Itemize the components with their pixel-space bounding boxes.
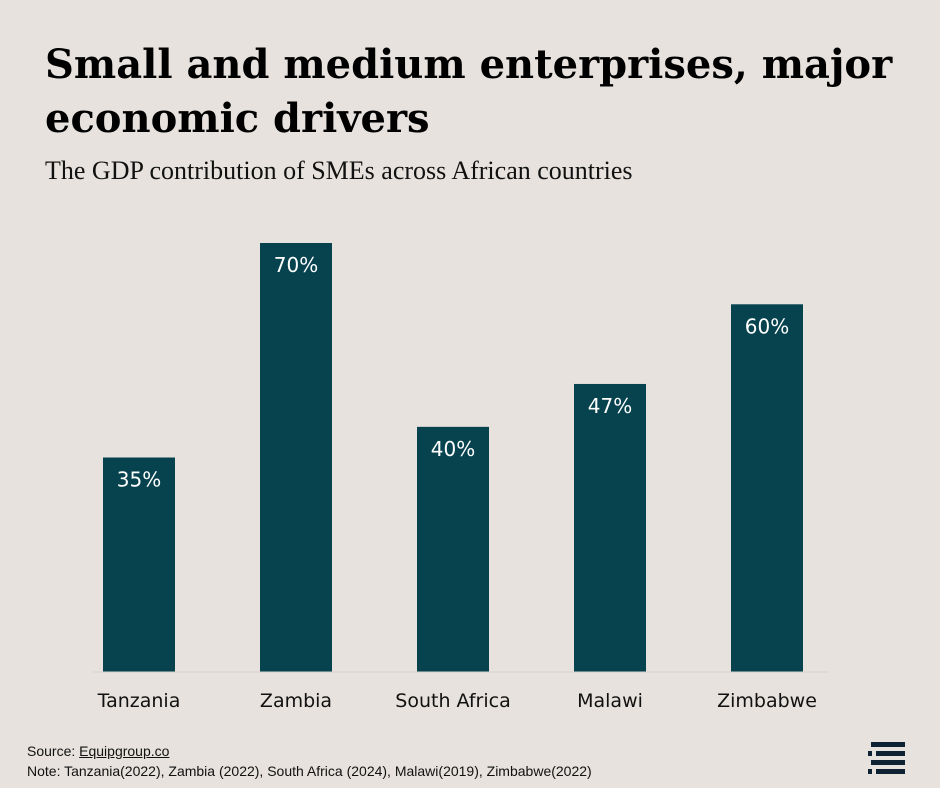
- chart-title: Small and medium enterprises, major econ…: [45, 41, 893, 142]
- bar-value-label: 70%: [274, 253, 318, 277]
- labels-layer: 35% Tanzania 70% Zambia 40% South Africa 47% Ma…: [97, 253, 817, 712]
- bar-malawi: [574, 383, 646, 672]
- bar-value-label: 60%: [745, 314, 789, 338]
- equip-logo-icon: [868, 742, 905, 774]
- category-label: Zambia: [260, 690, 332, 712]
- bar-value-label: 47%: [588, 394, 632, 418]
- bar-zimbabwe: [731, 304, 803, 672]
- category-label: Tanzania: [97, 690, 181, 712]
- chart-subtitle: The GDP contribution of SMEs across Afri…: [45, 156, 633, 185]
- bars-layer: [103, 243, 803, 672]
- source-line: Source: Equipgroup.co: [27, 741, 169, 761]
- category-label: South Africa: [395, 690, 510, 712]
- bar-zambia: [260, 243, 332, 672]
- bar-value-label: 40%: [431, 437, 475, 461]
- bar-chart: 35% Tanzania 70% Zambia 40% South Africa 47% Ma…: [93, 243, 828, 712]
- category-label: Malawi: [577, 690, 643, 712]
- source-prefix: Source:: [27, 743, 80, 759]
- note-line: Note: Tanzania(2022), Zambia (2022), Sou…: [27, 763, 592, 779]
- bar-south-africa: [417, 426, 489, 672]
- source-link[interactable]: Equipgroup.co: [79, 743, 170, 759]
- category-label: Zimbabwe: [717, 690, 817, 712]
- bar-value-label: 35%: [117, 468, 161, 492]
- bar-tanzania: [103, 457, 175, 672]
